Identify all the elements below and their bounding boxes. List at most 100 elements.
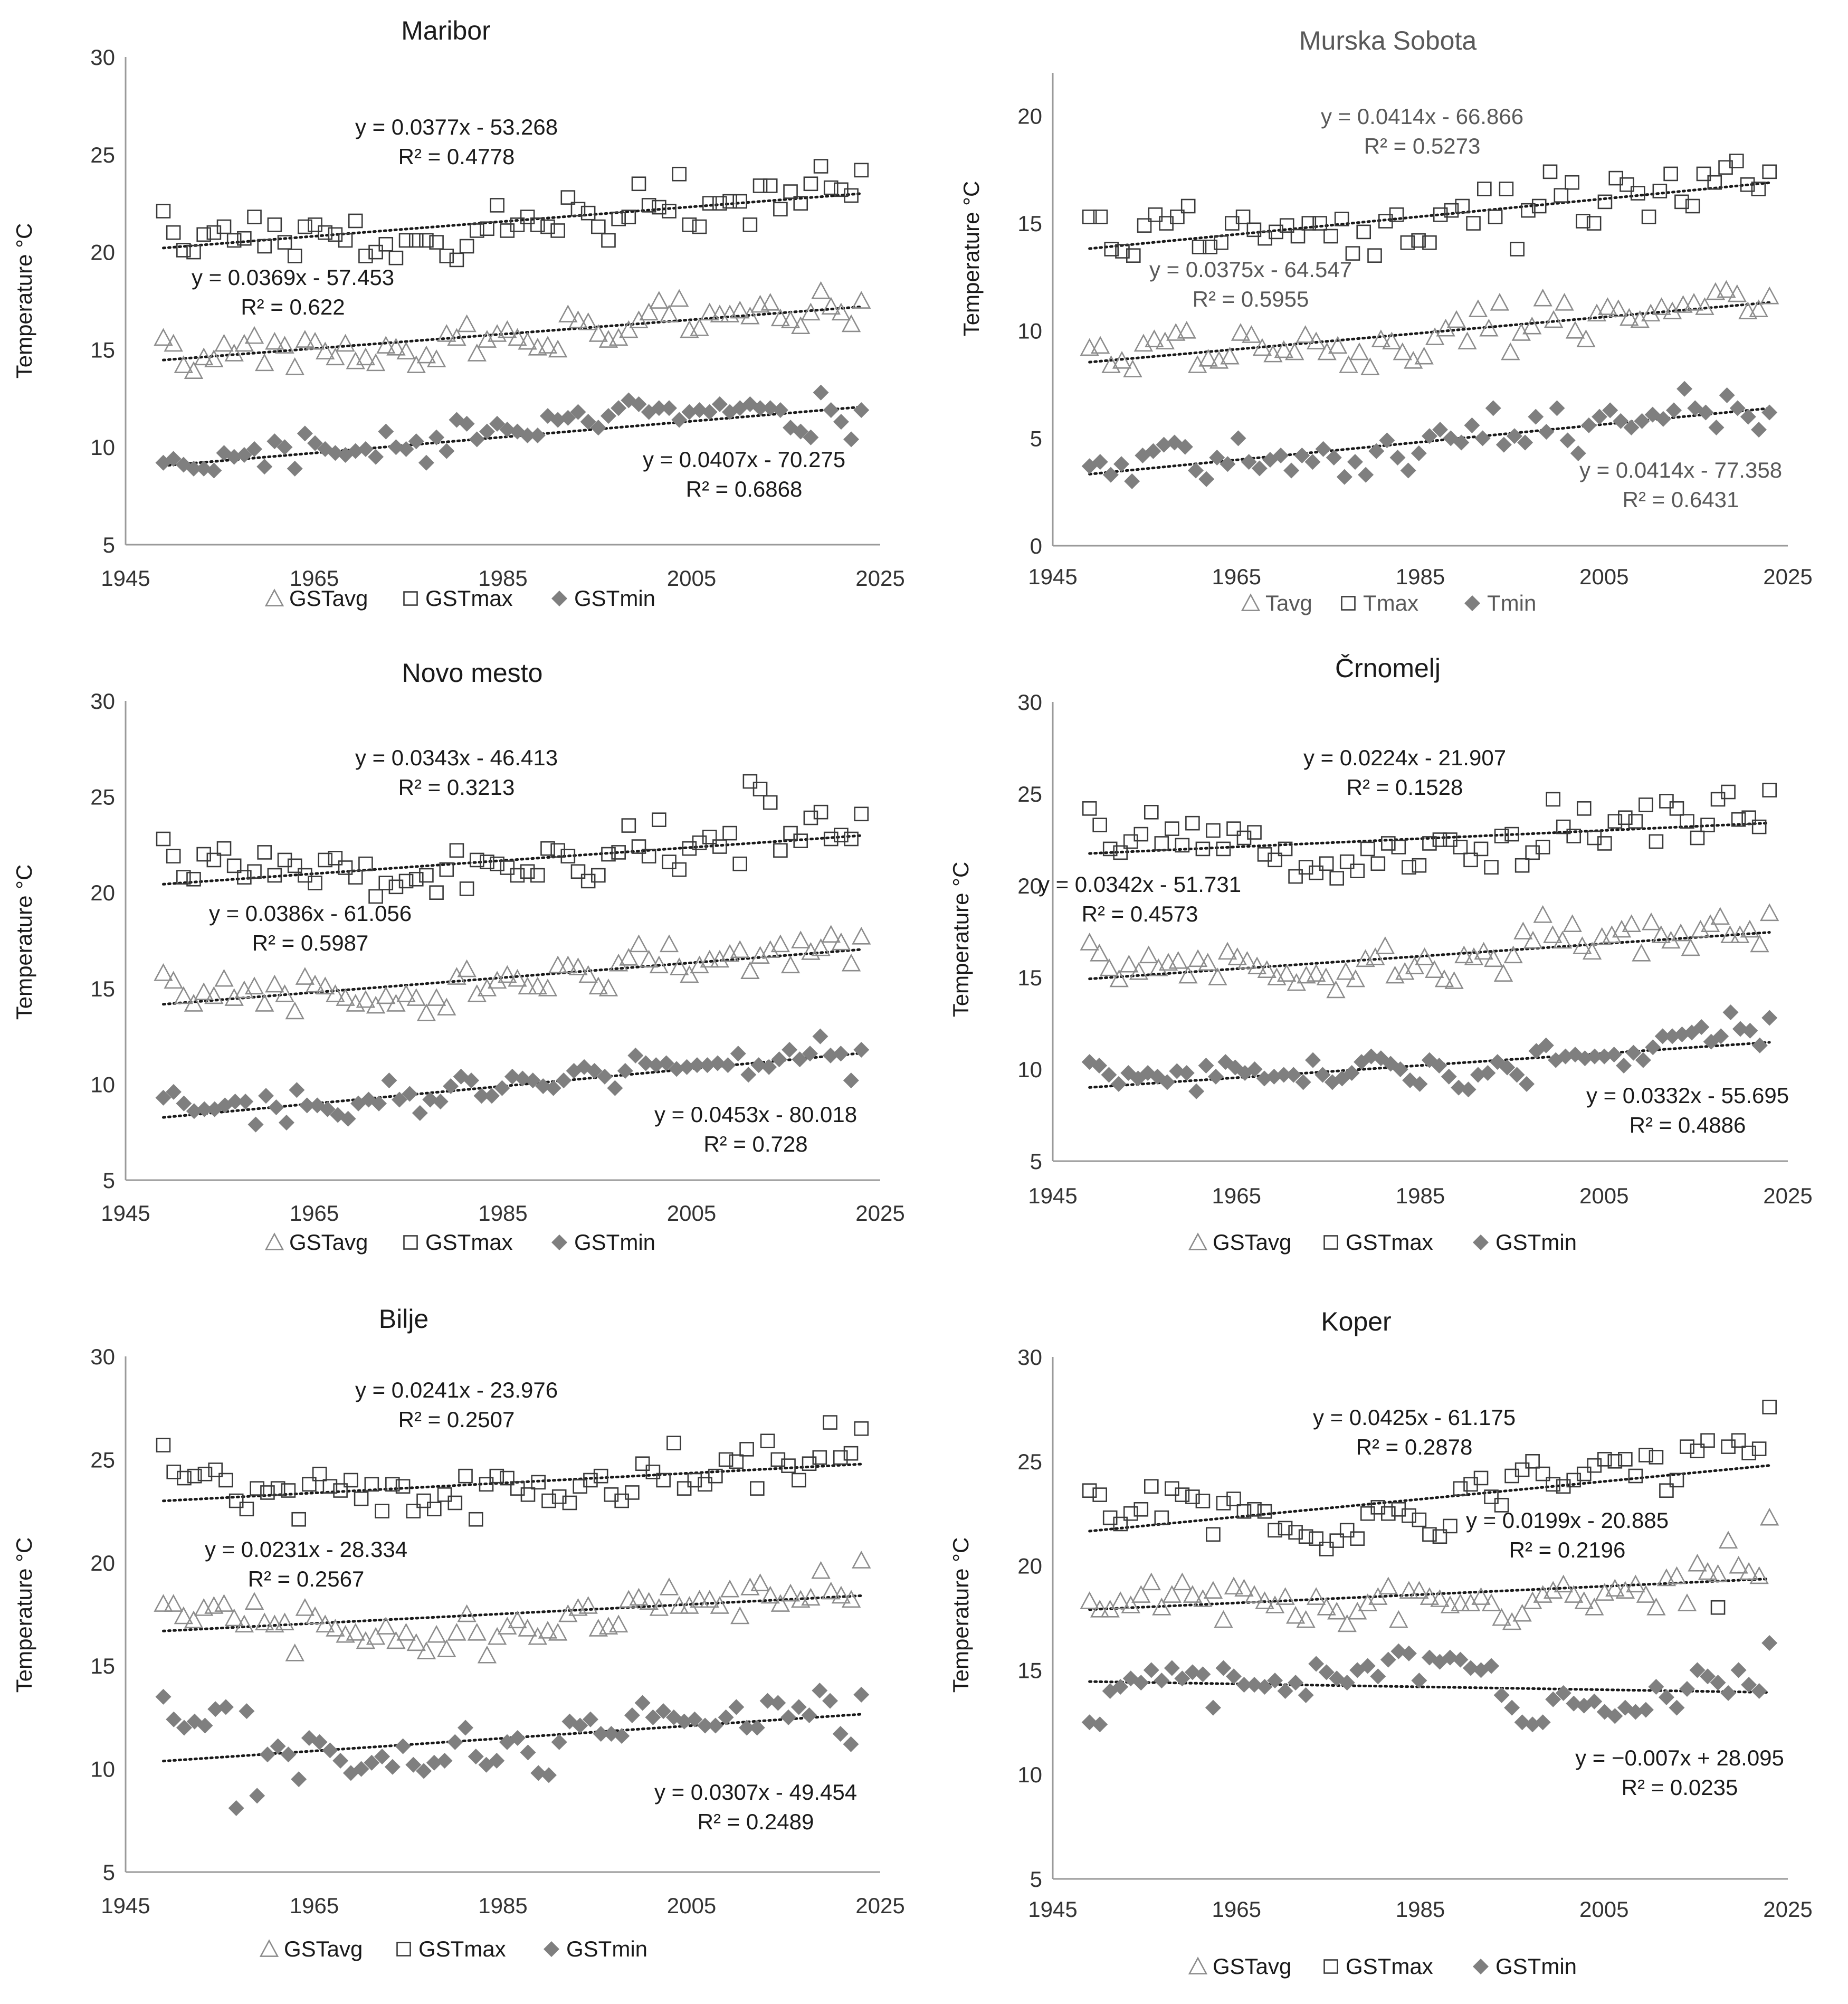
data-point: [1707, 175, 1722, 190]
data-point: [1565, 175, 1579, 190]
data-point: [1195, 841, 1211, 857]
data-point: [1565, 320, 1585, 339]
data-point: [780, 310, 801, 328]
data-point: [701, 404, 718, 420]
data-point: [1148, 207, 1163, 222]
data-point: [477, 330, 497, 348]
data-point: [1178, 965, 1198, 984]
legend-marker: [1473, 1959, 1489, 1974]
data-point: [408, 233, 424, 248]
data-point: [844, 188, 859, 203]
data-point: [1479, 318, 1499, 337]
data-point: [732, 194, 748, 209]
data-point: [458, 1468, 473, 1484]
data-point: [1358, 467, 1374, 483]
data-point: [206, 462, 222, 479]
data-point: [1436, 318, 1455, 337]
data-point: [529, 428, 546, 444]
data-point: [691, 402, 708, 418]
data-point: [1648, 1679, 1664, 1695]
data-point: [1257, 960, 1277, 978]
data-point: [1698, 1562, 1718, 1580]
data-point: [540, 219, 555, 234]
legend: GSTavg GSTmax GSTmin: [1188, 1954, 1577, 1979]
data-point: [1613, 413, 1629, 429]
data-point: [1630, 186, 1645, 201]
trendline-equation: y = −0.007x + 28.095: [1575, 1745, 1784, 1770]
data-point: [270, 1481, 285, 1496]
data-point: [669, 1061, 685, 1077]
y-tick-label: 20: [1017, 873, 1042, 898]
data-point: [687, 1473, 702, 1488]
legend-label: Tavg: [1265, 591, 1312, 615]
y-tick-label: 15: [90, 1654, 115, 1678]
y-axis-label: Temperature °C: [12, 865, 36, 1020]
x-tick-label: 1945: [1028, 1183, 1077, 1208]
data-point: [652, 200, 666, 215]
data-point: [729, 1454, 744, 1469]
data-point: [760, 1433, 775, 1449]
data-point: [750, 1573, 770, 1591]
data-point: [530, 217, 545, 232]
data-point: [500, 860, 515, 875]
data-point: [316, 341, 335, 359]
data-point: [1483, 1658, 1500, 1674]
data-point: [1209, 450, 1225, 466]
data-point: [670, 1596, 689, 1614]
data-point: [760, 1585, 780, 1604]
x-tick-label: 1985: [478, 566, 527, 591]
chart-title: Bilje: [379, 1304, 428, 1334]
data-point: [692, 219, 707, 234]
data-point: [1741, 810, 1756, 825]
data-point: [659, 934, 679, 953]
data-point: [853, 402, 870, 418]
legend-label: GSTavg: [1213, 1954, 1291, 1979]
data-point: [1464, 947, 1484, 965]
data-point: [396, 1622, 416, 1641]
data-point: [730, 1606, 750, 1625]
data-point: [629, 1588, 649, 1606]
trendline-gstmax: [162, 834, 863, 886]
data-point: [1592, 409, 1608, 425]
data-point: [697, 1717, 713, 1734]
data-point: [1546, 792, 1560, 807]
data-point: [1175, 1487, 1190, 1502]
data-point: [439, 862, 454, 877]
data-point: [730, 300, 750, 319]
data-point: [1295, 325, 1315, 343]
legend-marker: [264, 588, 284, 606]
data-point: [278, 1115, 294, 1131]
data-point: [1366, 947, 1385, 965]
data-point: [459, 415, 475, 432]
data-point: [418, 454, 434, 471]
data-point: [207, 1701, 224, 1717]
data-point: [834, 828, 849, 843]
data-point: [1247, 1502, 1262, 1517]
y-tick-label: 15: [1017, 965, 1042, 990]
data-point: [770, 1695, 786, 1711]
x-tick-label: 1985: [1396, 564, 1445, 589]
data-point: [226, 858, 242, 873]
data-point: [275, 1612, 294, 1631]
data-point: [1241, 454, 1257, 470]
data-point: [184, 1610, 204, 1629]
data-point: [259, 1746, 275, 1763]
data-point: [1499, 1059, 1516, 1076]
data-point: [763, 178, 778, 193]
data-point: [1689, 1662, 1706, 1678]
chart-title: Črnomelj: [1335, 653, 1441, 683]
data-point: [580, 873, 596, 889]
data-point: [712, 839, 727, 854]
data-point: [1719, 387, 1735, 403]
data-point: [1695, 297, 1714, 315]
trendline-r2: R² = 0.4886: [1630, 1113, 1746, 1137]
data-point: [823, 402, 839, 418]
legend-label: GSTmin: [1495, 1230, 1577, 1255]
data-point: [1268, 852, 1282, 868]
data-point: [558, 305, 578, 322]
data-point: [641, 849, 656, 863]
data-point: [1198, 953, 1217, 971]
data-point: [305, 1606, 325, 1625]
data-point: [1646, 1597, 1666, 1616]
data-point: [1659, 794, 1674, 809]
